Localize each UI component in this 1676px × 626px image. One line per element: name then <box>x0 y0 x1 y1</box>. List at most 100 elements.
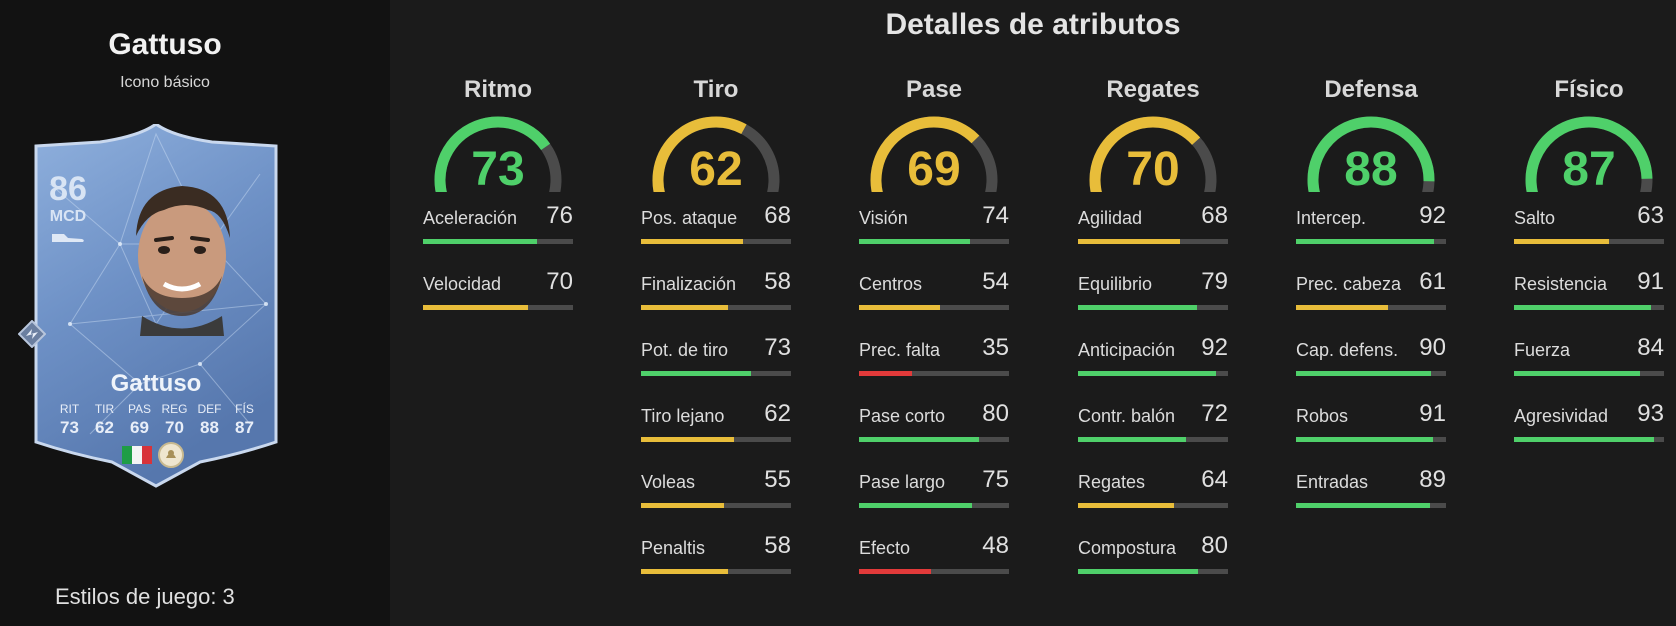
attribute-label: Velocidad <box>423 274 502 294</box>
attribute-value: 35 <box>982 334 1009 361</box>
card-stat-values: 73 62 69 70 88 87 <box>52 418 262 438</box>
attribute-value: 93 <box>1637 400 1664 427</box>
attribute-label: Centros <box>859 274 923 294</box>
attribute-bar-track <box>423 239 573 244</box>
gauge-arc <box>1307 116 1435 192</box>
attribute-row: Centros 54 <box>859 260 1009 326</box>
attribute-bar-track <box>1514 437 1664 442</box>
attribute-row: Salto 63 <box>1514 194 1664 260</box>
boot-icon <box>52 234 84 242</box>
card-stat-label: FÍS <box>235 402 254 416</box>
category-rating: 88 <box>1344 143 1398 196</box>
attribute-label: Agilidad <box>1078 208 1143 228</box>
category-5: Físico 87 Salto 63 Resistencia 91 Fuerza… <box>1494 76 1676 458</box>
card-stat-label: REG <box>161 402 188 416</box>
attribute-label: Fuerza <box>1514 340 1571 360</box>
attribute-value: 61 <box>1419 268 1446 295</box>
category-rating: 69 <box>907 143 961 196</box>
attribute-value: 70 <box>546 268 573 295</box>
gauge-arc <box>434 116 562 192</box>
attribute-value: 62 <box>764 400 791 427</box>
attribute-bar-fill <box>1296 305 1388 310</box>
attribute-bar-track <box>641 437 791 442</box>
attribute-bar-track <box>859 503 1009 508</box>
attribute-bar-fill <box>1078 503 1174 508</box>
attribute-list: Salto 63 Resistencia 91 Fuerza 84 Agresi… <box>1512 194 1676 458</box>
attribute-label: Voleas <box>641 472 696 492</box>
attribute-bar-track <box>1296 437 1446 442</box>
card-stat-value: 88 <box>200 418 219 437</box>
category-gauge: 73 <box>403 112 593 196</box>
attribute-row: Resistencia 91 <box>1514 260 1664 326</box>
attribute-row: Pos. ataque 68 <box>641 194 791 260</box>
attribute-bar-fill <box>1514 239 1609 244</box>
category-name: Físico <box>1554 76 1624 103</box>
attribute-bar-track <box>859 305 1009 310</box>
attribute-label: Entradas <box>1296 472 1369 492</box>
attribute-bar-track <box>641 305 791 310</box>
attribute-bar-track <box>641 371 791 376</box>
attribute-value: 63 <box>1637 202 1664 229</box>
attribute-bar-track <box>641 503 791 508</box>
card-stat-value: 87 <box>235 418 254 437</box>
attribute-label: Cap. defens. <box>1296 340 1399 360</box>
category-name: Tiro <box>693 76 739 103</box>
attribute-bar-fill <box>1296 503 1430 508</box>
attribute-bar-fill <box>859 371 912 376</box>
attribute-row: Fuerza 84 <box>1514 326 1664 392</box>
attribute-label: Prec. cabeza <box>1296 274 1402 294</box>
player-card[interactable]: 86 MCD Gattuso RIT TI <box>18 124 282 490</box>
attribute-row: Velocidad 70 <box>423 260 573 326</box>
attribute-label: Pot. de tiro <box>641 340 729 360</box>
attribute-value: 74 <box>982 202 1009 229</box>
italy-flag-icon <box>122 446 152 464</box>
category-gauge: 70 <box>1058 112 1248 196</box>
attribute-label: Prec. falta <box>859 340 941 360</box>
attribute-value: 58 <box>764 268 791 295</box>
attribute-bar-track <box>1078 371 1228 376</box>
attribute-value: 84 <box>1637 334 1664 361</box>
attribute-row: Robos 91 <box>1296 392 1446 458</box>
category-rating: 70 <box>1126 143 1180 196</box>
attribute-bar-fill <box>1296 437 1433 442</box>
attribute-list: Aceleración 76 Velocidad 70 <box>421 194 593 326</box>
category-1: Tiro 62 Pos. ataque 68 Finalización 58 P… <box>621 76 811 590</box>
card-stat-label: RIT <box>59 402 80 416</box>
attribute-bar-track <box>1514 239 1664 244</box>
gauge-arc <box>1525 116 1653 192</box>
card-stat-label: DEF <box>197 402 222 416</box>
attribute-bar-track <box>1078 503 1228 508</box>
attribute-value: 55 <box>764 466 791 493</box>
card-position: MCD <box>49 208 87 225</box>
attribute-label: Finalización <box>641 274 737 294</box>
card-stat-value: 73 <box>60 418 79 437</box>
section-title: Detalles de atributos <box>885 8 1181 41</box>
player-card-panel: Gattuso Icono básico <box>0 0 390 626</box>
gauge-arc <box>1089 116 1217 192</box>
card-stat-value: 69 <box>130 418 149 437</box>
attribute-row: Efecto 48 <box>859 524 1009 590</box>
attribute-bar-track <box>859 371 1009 376</box>
attribute-label: Visión <box>859 208 908 228</box>
attribute-value: 73 <box>764 334 791 361</box>
attribute-bar-track <box>1078 305 1228 310</box>
attribute-row: Equilibrio 79 <box>1078 260 1228 326</box>
attribute-row: Intercep. 92 <box>1296 194 1446 260</box>
category-0: Ritmo 73 Aceleración 76 Velocidad 70 <box>403 76 593 326</box>
attribute-bar-fill <box>641 239 743 244</box>
attribute-bar-fill <box>1514 437 1654 442</box>
attribute-row: Penaltis 58 <box>641 524 791 590</box>
attribute-value: 76 <box>546 202 573 229</box>
attribute-value: 64 <box>1201 466 1228 493</box>
attribute-bar-track <box>1296 305 1446 310</box>
attribute-bar-track <box>1078 437 1228 442</box>
attribute-row: Finalización 58 <box>641 260 791 326</box>
attribute-label: Regates <box>1078 472 1146 492</box>
attribute-value: 91 <box>1637 268 1664 295</box>
attribute-label: Tiro lejano <box>641 406 725 426</box>
attribute-bar-fill <box>423 239 537 244</box>
attribute-bar-track <box>1514 371 1664 376</box>
gauge-arc <box>652 116 780 192</box>
attribute-value: 75 <box>982 466 1009 493</box>
attribute-row: Prec. cabeza 61 <box>1296 260 1446 326</box>
